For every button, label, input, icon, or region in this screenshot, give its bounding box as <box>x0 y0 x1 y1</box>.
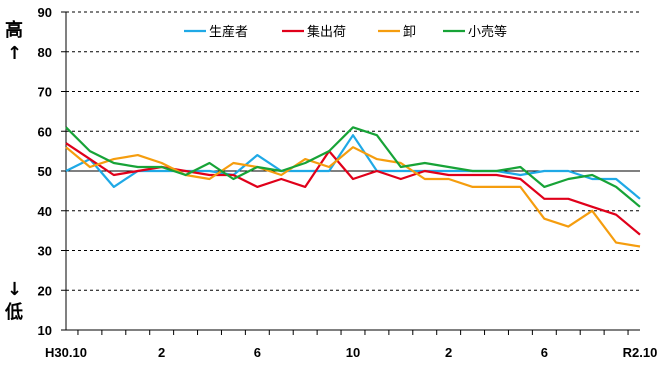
series-line-1 <box>65 134 641 200</box>
legend-label-4: 小売等 <box>468 24 507 39</box>
y-tick-label-50: 50 <box>38 164 52 179</box>
axes <box>61 11 640 335</box>
grid-lines <box>66 11 640 291</box>
down-arrow-icon: ↓ <box>7 279 22 300</box>
y-tick-label-20: 20 <box>38 283 52 298</box>
legend-label-3: 卸 <box>403 24 416 39</box>
series-line-3 <box>65 146 641 248</box>
legend-label-1: 生産者 <box>209 24 248 39</box>
x-tick-label-3: 10 <box>346 345 360 360</box>
series-lines <box>65 126 641 248</box>
legend-label-2: 集出荷 <box>307 24 346 39</box>
high-label: 高 <box>5 19 23 41</box>
x-tick-label-1: 2 <box>158 345 165 360</box>
y-tick-label-80: 80 <box>38 45 52 60</box>
x-tick-label-4: 2 <box>445 345 452 360</box>
series-line-4 <box>65 126 641 208</box>
tick-labels: 10 20 30 40 50 60 70 80 90 H30.10 2 6 10 2 6 R2.10 <box>38 5 657 360</box>
y-tick-label-70: 70 <box>38 85 52 100</box>
y-tick-label-30: 30 <box>38 244 52 259</box>
x-tick-label-0: H30.10 <box>45 345 87 360</box>
y-tick-label-40: 40 <box>38 204 52 219</box>
legend: 生産者 集出荷 卸 小売等 <box>184 24 507 39</box>
y-tick-label-90: 90 <box>38 5 52 20</box>
x-tick-label-6: R2.10 <box>623 345 657 360</box>
x-tick-label-2: 6 <box>254 345 261 360</box>
y-tick-label-60: 60 <box>38 124 52 139</box>
y-tick-label-10: 10 <box>38 323 52 338</box>
low-label: 低 <box>4 301 23 323</box>
x-tick-label-5: 6 <box>541 345 548 360</box>
up-arrow-icon: ↑ <box>7 43 22 64</box>
